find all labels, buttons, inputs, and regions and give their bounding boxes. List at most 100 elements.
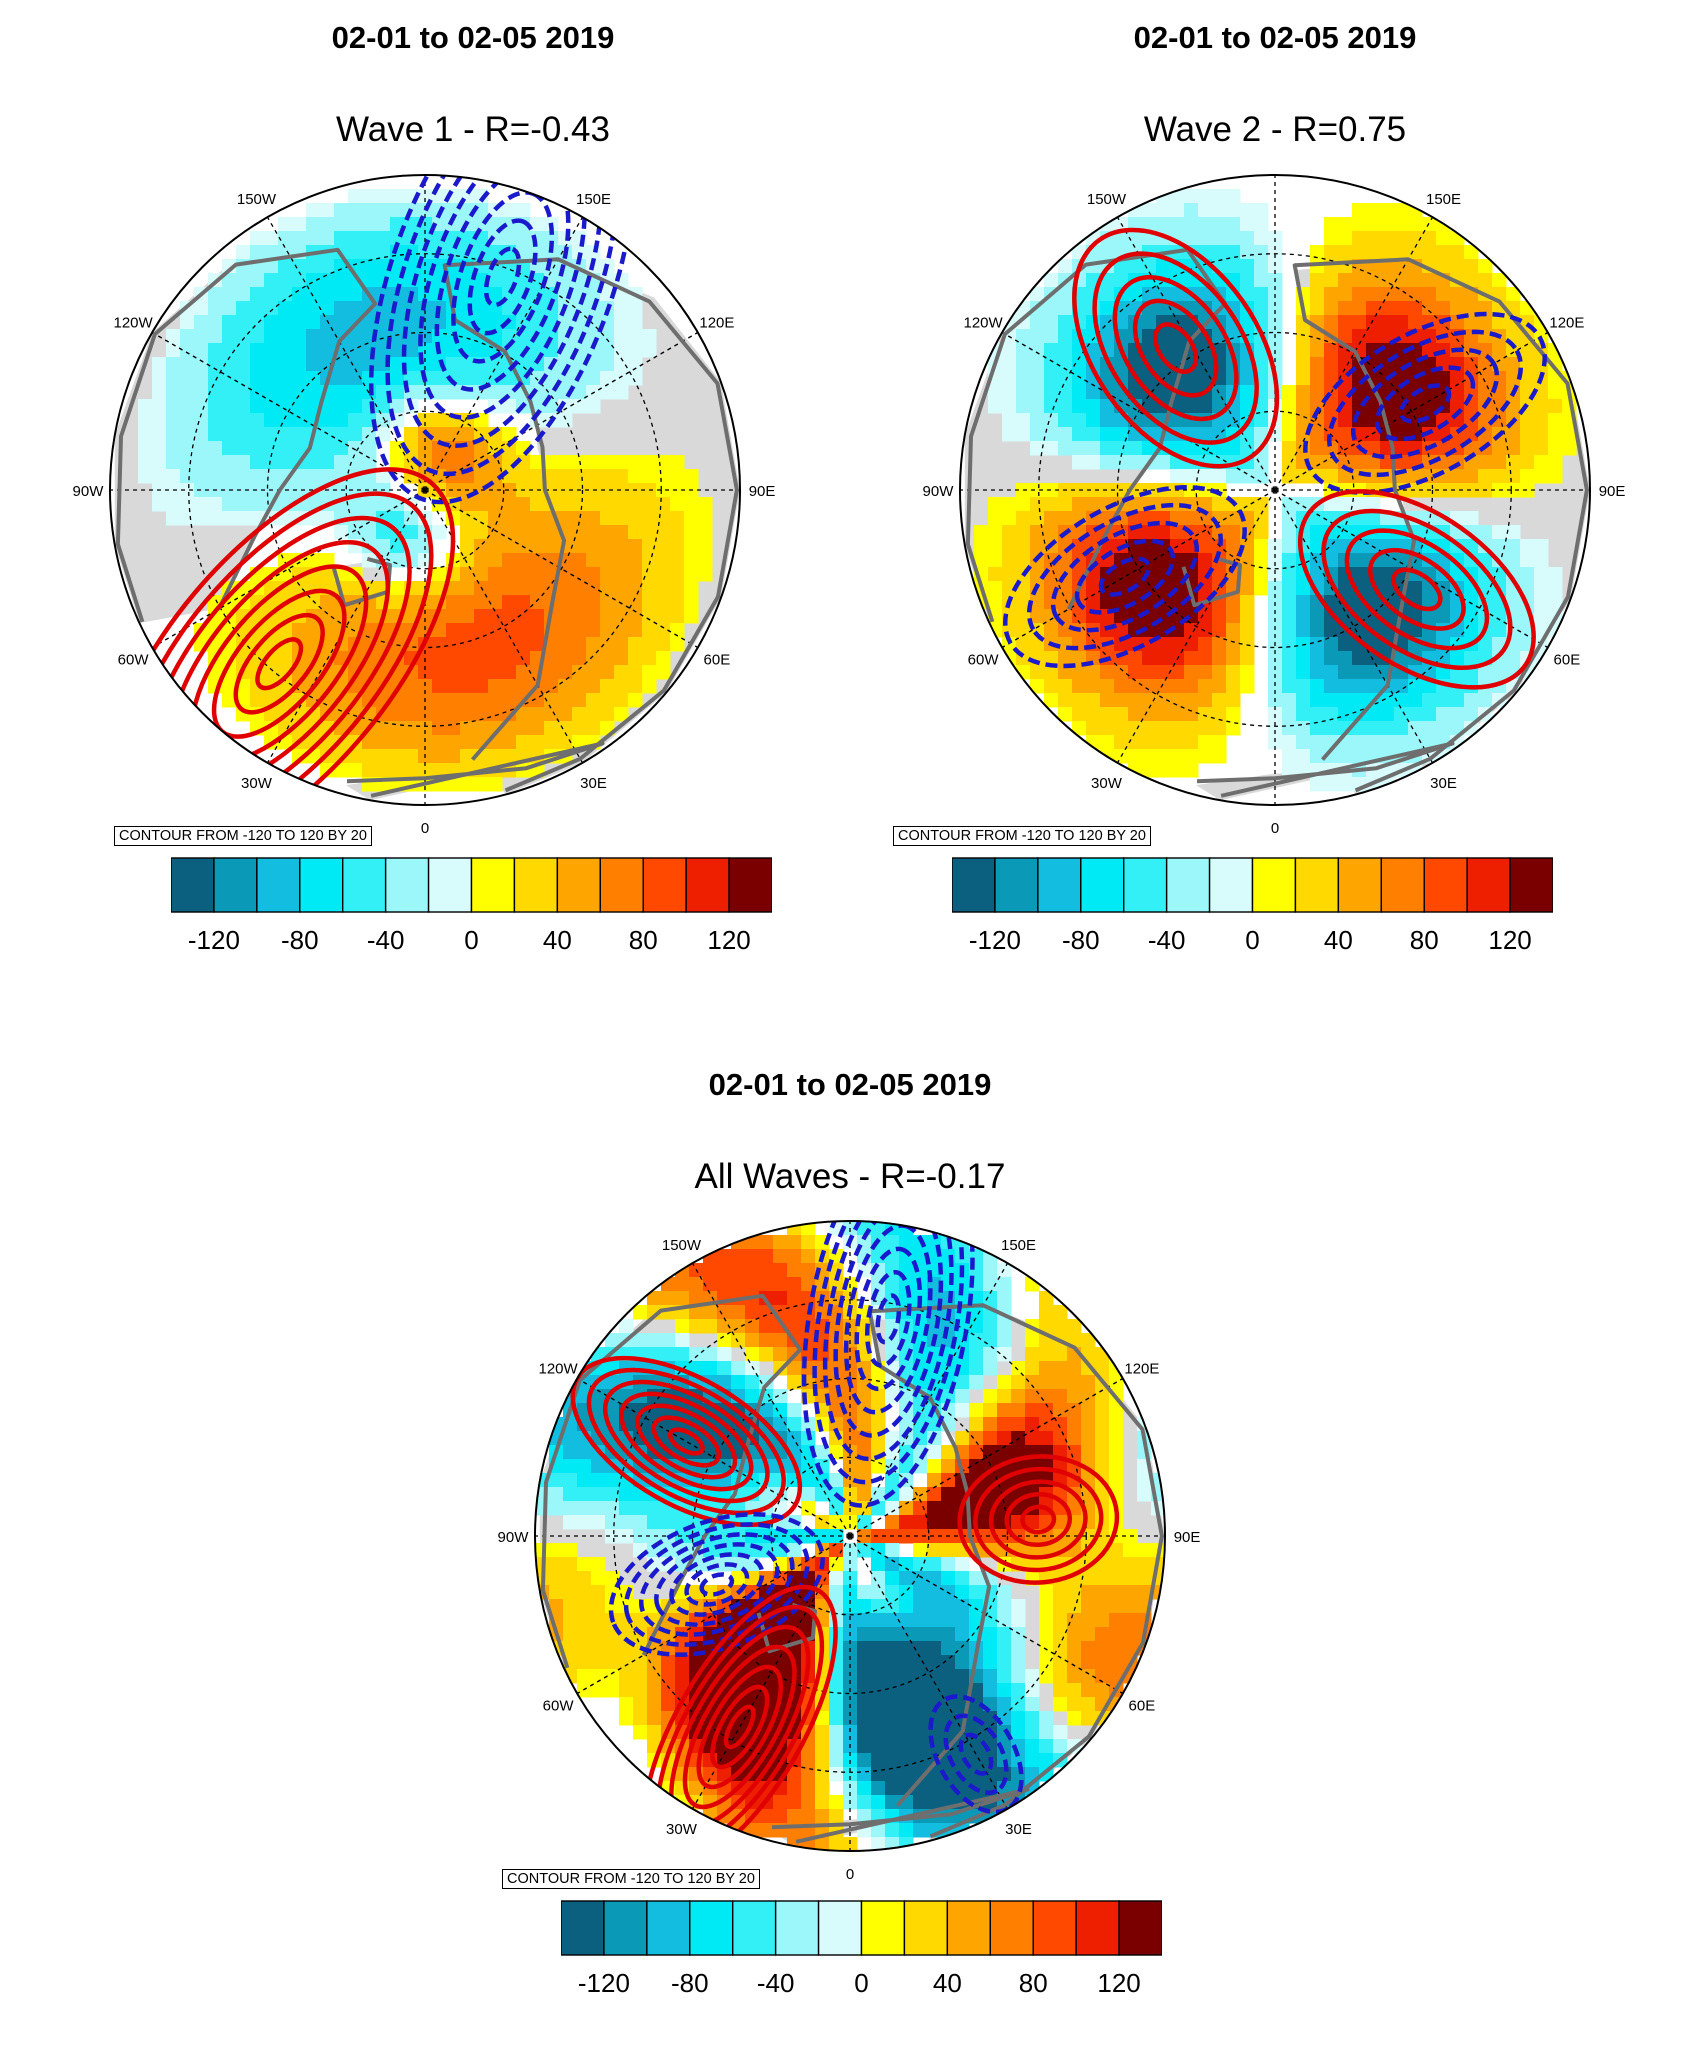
anomaly-cell <box>1366 735 1381 750</box>
anomaly-cell <box>1114 455 1129 470</box>
anomaly-cell <box>927 1543 942 1558</box>
anomaly-cell <box>264 427 279 442</box>
anomaly-cell <box>1170 567 1185 582</box>
anomaly-cell <box>941 1725 956 1740</box>
negative-contour <box>1098 556 1152 597</box>
anomaly-cell <box>1086 497 1101 512</box>
anomaly-cell <box>586 455 601 470</box>
anomaly-cell <box>488 777 503 792</box>
positive-contour <box>1132 298 1219 398</box>
anomaly-cell <box>1053 1585 1068 1600</box>
anomaly-cell <box>208 399 223 414</box>
anomaly-cell <box>1039 1291 1054 1306</box>
anomaly-cell <box>1548 567 1563 582</box>
anomaly-cell <box>731 1361 746 1376</box>
anomaly-cell <box>1254 287 1269 302</box>
anomaly-cell <box>1408 483 1423 498</box>
panel-date-title: 02-01 to 02-05 2019 <box>708 1067 992 1102</box>
anomaly-cell <box>1478 343 1493 358</box>
anomaly-cell <box>969 1347 984 1362</box>
anomaly-cell <box>1198 497 1213 512</box>
anomaly-cell <box>404 357 419 372</box>
anomaly-cell <box>292 259 307 274</box>
anomaly-cell <box>1086 385 1101 400</box>
anomaly-cell <box>988 553 1003 568</box>
anomaly-cell <box>787 1235 802 1250</box>
anomaly-cell <box>1044 385 1059 400</box>
anomaly-cell <box>474 721 489 736</box>
anomaly-cell <box>1053 1361 1068 1376</box>
anomaly-cell <box>857 1417 872 1432</box>
anomaly-cell <box>362 259 377 274</box>
anomaly-cell <box>1086 581 1101 596</box>
anomaly-cell <box>759 1809 774 1824</box>
anomaly-cell <box>404 259 419 274</box>
anomaly-cell <box>913 1529 928 1544</box>
anomaly-cell <box>1198 217 1213 232</box>
anomaly-cell <box>619 1319 634 1334</box>
anomaly-cell <box>1156 665 1171 680</box>
anomaly-cell <box>530 707 545 722</box>
anomaly-cell <box>656 609 671 624</box>
anomaly-cell <box>432 735 447 750</box>
anomaly-cell <box>563 1515 578 1530</box>
anomaly-cell <box>1123 1641 1138 1656</box>
colorbar-tick-label: -40 <box>1147 925 1186 955</box>
negative-contour <box>1050 520 1200 633</box>
anomaly-cell <box>591 1627 606 1642</box>
anomaly-cell <box>1324 665 1339 680</box>
anomaly-cell <box>1128 259 1143 274</box>
anomaly-cell <box>605 1501 620 1516</box>
anomaly-cell <box>1408 679 1423 694</box>
anomaly-cell <box>997 1669 1012 1684</box>
anomaly-cell <box>684 581 699 596</box>
anomaly-cell <box>1053 1697 1068 1712</box>
anomaly-cell <box>1240 665 1255 680</box>
anomaly-cell <box>661 1683 676 1698</box>
anomaly-cell <box>278 413 293 428</box>
anomaly-cell <box>1170 665 1185 680</box>
anomaly-cell <box>997 1319 1012 1334</box>
anomaly-cell <box>577 1627 592 1642</box>
anomaly-cell <box>1095 1683 1110 1698</box>
anomaly-cell <box>1170 721 1185 736</box>
anomaly-cell <box>1212 637 1227 652</box>
anomaly-cell <box>544 651 559 666</box>
anomaly-cell <box>1044 651 1059 666</box>
anomaly-cell <box>306 203 321 218</box>
anomaly-cell <box>488 707 503 722</box>
anomaly-cell <box>1198 357 1213 372</box>
anomaly-cell <box>1081 1627 1096 1642</box>
anomaly-cell <box>1044 511 1059 526</box>
anomaly-cell <box>661 1333 676 1348</box>
colorbar-swatch <box>1509 857 1553 913</box>
anomaly-cell <box>1352 665 1367 680</box>
anomaly-cell <box>586 637 601 652</box>
anomaly-cell <box>927 1655 942 1670</box>
anomaly-cell <box>1067 1319 1082 1334</box>
anomaly-cell <box>1240 371 1255 386</box>
longitude-label: 150W <box>237 191 277 208</box>
anomaly-cell <box>1030 287 1045 302</box>
anomaly-cell <box>320 231 335 246</box>
anomaly-cell <box>278 455 293 470</box>
anomaly-cell <box>1100 427 1115 442</box>
colorbar-swatch <box>642 857 687 913</box>
anomaly-cell <box>1016 525 1031 540</box>
anomaly-cell <box>642 497 657 512</box>
anomaly-cell <box>600 581 615 596</box>
anomaly-cell <box>1254 469 1269 484</box>
anomaly-cell <box>1142 329 1157 344</box>
negative-contour <box>1074 538 1176 615</box>
anomaly-cell <box>717 1375 732 1390</box>
anomaly-cell <box>1534 427 1549 442</box>
anomaly-cell <box>600 483 615 498</box>
anomaly-cell <box>703 1767 718 1782</box>
anomaly-cell <box>619 1515 634 1530</box>
anomaly-cell <box>278 343 293 358</box>
anomaly-cell <box>1100 301 1115 316</box>
anomaly-cell <box>1058 441 1073 456</box>
anomaly-cell <box>787 1767 802 1782</box>
anomaly-cell <box>348 371 363 386</box>
anomaly-cell <box>1282 553 1297 568</box>
